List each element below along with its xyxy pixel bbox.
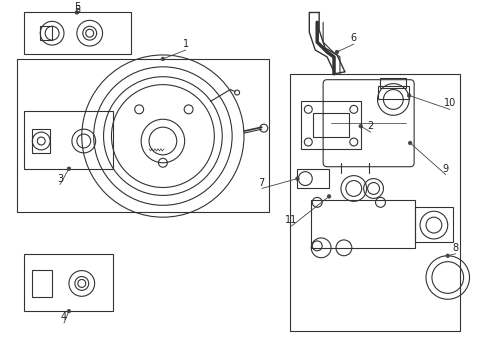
Bar <box>380 78 406 87</box>
Bar <box>377 86 408 99</box>
Text: 4: 4 <box>61 312 67 322</box>
Bar <box>32 270 52 297</box>
Text: 5: 5 <box>74 3 80 13</box>
Text: 1: 1 <box>182 39 188 49</box>
Text: 6: 6 <box>350 33 356 43</box>
Text: 10: 10 <box>443 98 455 108</box>
Bar <box>24 13 131 54</box>
Circle shape <box>161 57 164 61</box>
Bar <box>289 74 459 331</box>
Text: 3: 3 <box>57 174 63 184</box>
Bar <box>297 169 328 189</box>
Bar <box>313 113 348 137</box>
Circle shape <box>407 141 411 145</box>
Text: 11: 11 <box>285 215 297 225</box>
Bar <box>24 111 113 169</box>
Circle shape <box>67 309 71 313</box>
Circle shape <box>67 167 71 171</box>
Text: 7: 7 <box>258 177 264 188</box>
Circle shape <box>326 195 330 198</box>
Bar <box>32 129 50 153</box>
Bar <box>24 254 113 311</box>
Circle shape <box>75 11 79 14</box>
Bar <box>40 26 52 40</box>
Bar <box>17 59 268 212</box>
Bar <box>311 201 414 248</box>
Text: 5: 5 <box>74 5 80 15</box>
Circle shape <box>358 125 362 128</box>
Text: 9: 9 <box>442 164 448 174</box>
Text: 2: 2 <box>367 121 373 131</box>
Circle shape <box>334 50 338 54</box>
Bar <box>301 102 360 149</box>
Text: 8: 8 <box>452 243 458 253</box>
Bar <box>414 207 452 242</box>
Circle shape <box>445 254 448 257</box>
Circle shape <box>295 177 299 180</box>
Circle shape <box>407 94 410 97</box>
